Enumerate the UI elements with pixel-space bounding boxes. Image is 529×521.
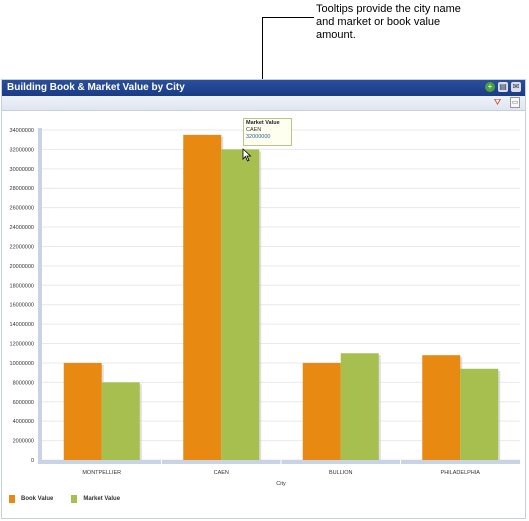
x-tick-label: CAEN [214,470,229,476]
x-tick-label: BULLION [329,470,353,476]
annotation-leader-horizontal [262,17,314,18]
y-tick-label: 22000000 [10,244,34,250]
y-tick-label: 10000000 [10,361,34,367]
y-tick-label: 6000000 [13,400,34,406]
tooltip-series: Market Value [246,120,280,126]
y-tick-label: 0 [31,458,34,464]
x-axis-label: City [276,481,286,487]
annotation-line-2: and market or book value [316,16,441,28]
x-tick-label: PHILADELPHIA [441,470,481,476]
axes [38,128,520,464]
bars [63,134,501,461]
panel-toolbar: ⛛ ▭ [2,96,525,111]
bar-market-value[interactable] [340,353,379,460]
bar-market-value[interactable] [221,149,260,461]
x-axis [38,460,520,464]
tooltip-value: 32000000 [246,134,271,140]
export-icon[interactable]: ▭ [510,97,520,108]
y-tick-label: 8000000 [13,380,34,386]
panel-header-icons: + ▤ ✉ [485,82,521,92]
filter-icon[interactable]: ⛛ [493,97,502,107]
legend: Book Value Market Value [9,495,120,503]
legend-swatch-market-value [71,495,78,503]
mouse-pointer-icon [242,148,252,162]
mail-icon[interactable]: ✉ [511,82,521,92]
panel-header: Building Book & Market Value by City + ▤… [2,80,525,96]
bar-book-value[interactable] [63,362,102,460]
panel-title: Building Book & Market Value by City [7,82,185,93]
legend-item-market-value[interactable]: Market Value [71,495,120,503]
legend-swatch-book-value [9,495,15,503]
y-axis [38,128,42,462]
x-tick-label: MONTPELLIER [82,470,121,476]
bar-book-value[interactable] [183,134,222,460]
y-tick-label: 2000000 [13,439,34,445]
y-tick-label: 24000000 [10,225,34,231]
bar-market-value[interactable] [101,382,140,460]
y-tick-label: 12000000 [10,342,34,348]
print-icon[interactable]: ▤ [498,82,508,92]
y-tick-label: 32000000 [10,147,34,153]
legend-label-market-value: Market Value [83,496,121,502]
y-tick-label: 4000000 [13,419,34,425]
annotation-callout: Tooltips provide the city name and marke… [316,3,516,42]
y-tick-label: 16000000 [10,303,34,309]
annotation-leader-vertical [262,17,263,119]
tooltip-category: CAEN [246,127,262,133]
bar-book-value[interactable] [422,355,461,460]
bar-tooltip: Market Value CAEN 32000000 [243,118,292,146]
annotation-line-1: Tooltips provide the city name [316,3,461,15]
bar-market-value[interactable] [460,368,499,460]
y-tick-label: 30000000 [10,167,34,173]
y-tick-label: 28000000 [10,186,34,192]
legend-item-book-value[interactable]: Book Value [9,495,53,503]
y-tick-label: 26000000 [10,206,34,212]
y-tick-label: 14000000 [10,322,34,328]
legend-label-book-value: Book Value [21,496,54,502]
annotation-line-3: amount. [316,29,356,41]
y-tick-label: 18000000 [10,283,34,289]
y-tick-label: 34000000 [10,128,34,134]
add-icon[interactable]: + [485,82,495,92]
bar-book-value[interactable] [302,362,341,460]
y-tick-label: 20000000 [10,264,34,270]
tick-labels: 0 2000000 4000000 6000000 8000000 10000000 120… [10,128,481,487]
